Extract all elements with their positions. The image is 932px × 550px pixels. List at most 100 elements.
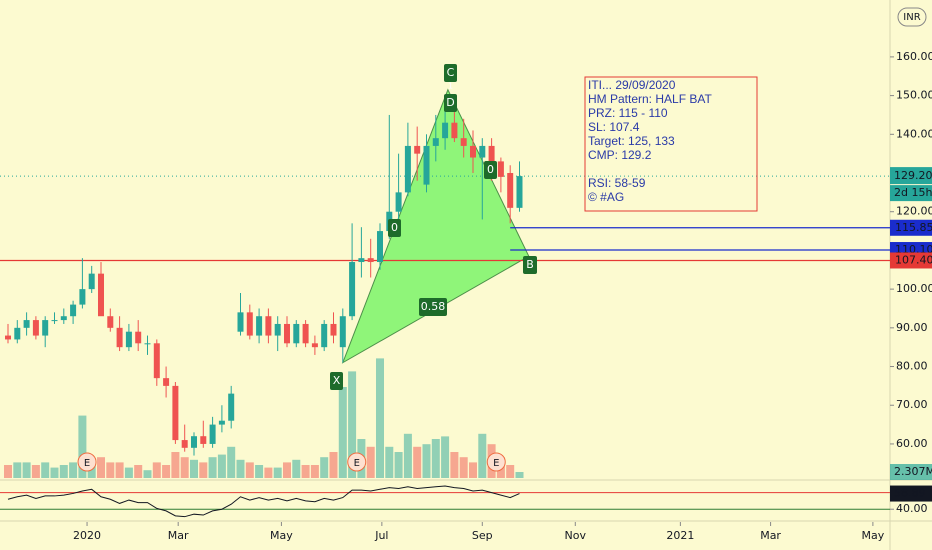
volume-bar — [227, 446, 236, 478]
rsi-label: 58.89 — [894, 487, 926, 500]
y-tick-label: 150.00 — [896, 89, 932, 102]
currency: INR — [903, 12, 920, 23]
volume-bar — [152, 462, 161, 478]
candle-body — [200, 436, 207, 444]
tag-label: B — [526, 258, 534, 271]
candle-body — [265, 316, 272, 336]
volume-bar — [431, 439, 440, 478]
y-tick-label: 80.00 — [896, 360, 928, 373]
candle-body — [4, 335, 11, 340]
volume-bar — [320, 457, 329, 478]
tag — [388, 219, 401, 237]
candle-body — [107, 316, 114, 328]
tag-label: 0 — [487, 163, 494, 176]
candle-body — [311, 343, 318, 348]
candle-body — [516, 176, 523, 208]
y-tick-label: 90.00 — [896, 321, 928, 334]
volume-bar — [375, 358, 384, 478]
volume-bar — [189, 459, 198, 478]
candle-body — [460, 138, 467, 146]
candle-body — [135, 331, 142, 344]
candle-body — [330, 323, 337, 336]
volume-bar — [506, 465, 515, 478]
level-label: 107.40 — [895, 253, 932, 266]
volume-bar — [69, 462, 78, 478]
x-tick-label: Mar — [760, 529, 781, 542]
rsi-badge — [890, 485, 932, 502]
x-tick-label: May — [270, 529, 293, 542]
tag-label: 0 — [391, 221, 398, 234]
earnings-marker — [347, 452, 367, 472]
candle-body — [32, 320, 39, 336]
tag-label: 1 — [448, 82, 453, 91]
volume-bar — [171, 452, 180, 478]
volume-bar — [459, 457, 468, 478]
volume-bar — [134, 465, 143, 478]
volume-bar — [403, 433, 412, 478]
candle-body — [51, 320, 58, 322]
candle-body — [88, 273, 95, 290]
volume-bar — [59, 465, 68, 478]
volume-bar — [348, 371, 357, 478]
volume-bar — [180, 457, 189, 478]
volume-bar — [115, 462, 124, 478]
y-tick-label: 140.00 — [896, 127, 932, 140]
earnings-label: E — [493, 458, 499, 469]
volume-bar — [450, 452, 459, 478]
candle-body — [97, 273, 104, 317]
candle-body — [70, 304, 77, 317]
volume-bar — [338, 387, 347, 478]
y-tick-label: 120.00 — [896, 205, 932, 218]
candle-body — [339, 316, 346, 348]
rsi-tick-label: 40.00 — [896, 502, 928, 515]
volume-bar — [217, 454, 226, 478]
candle-body — [246, 312, 253, 336]
candle-body — [190, 436, 197, 448]
earnings-marker — [77, 452, 97, 472]
candle-body — [144, 343, 151, 345]
tag — [444, 94, 457, 112]
x-tick-label: Sep — [472, 529, 493, 542]
volume-bar — [41, 462, 50, 478]
volume-bar — [468, 462, 477, 478]
candle-body — [79, 289, 86, 305]
candle-body — [395, 192, 402, 212]
y-tick-label: 60.00 — [896, 437, 928, 450]
candle-body — [451, 122, 458, 139]
currency-badge — [897, 7, 927, 27]
volume-bar — [292, 459, 301, 478]
volume-bar — [162, 465, 171, 478]
tag — [484, 161, 497, 179]
candle-body — [283, 323, 290, 344]
volume-bar — [106, 462, 115, 478]
volume-bar — [413, 446, 422, 478]
volume-bar — [96, 457, 105, 478]
annotation-line: RSI: 58-59 — [588, 176, 646, 190]
volume-bar — [301, 465, 310, 478]
candle-body — [23, 320, 30, 328]
tag-label: 0.58 — [421, 300, 446, 313]
level-badge — [890, 219, 932, 236]
candle-body — [367, 258, 374, 263]
volume-bar — [245, 462, 254, 478]
candle-body — [423, 145, 430, 185]
tag — [419, 298, 447, 316]
pattern-labels: X 0 C 1 D 0 B 0.58 — [330, 64, 537, 390]
annotation-line: PRZ: 115 - 110 — [588, 106, 668, 120]
earnings-marker — [486, 452, 506, 472]
countdown-badge — [890, 185, 932, 202]
annotation-line: SL: 107.4 — [588, 120, 640, 134]
annotation-line: CMP: 129.2 — [588, 148, 652, 162]
earnings-label: E — [354, 458, 360, 469]
annotation-line: ITI... 29/09/2020 — [588, 78, 676, 92]
volume-bar — [13, 462, 22, 478]
candle-body — [507, 173, 514, 208]
x-tick-label: May — [862, 529, 885, 542]
candle-body — [442, 122, 449, 139]
x-tick-label: Jul — [374, 529, 388, 542]
candle-body — [163, 378, 170, 386]
level-label: 115.85 — [895, 221, 932, 234]
volume-bar — [22, 462, 31, 478]
